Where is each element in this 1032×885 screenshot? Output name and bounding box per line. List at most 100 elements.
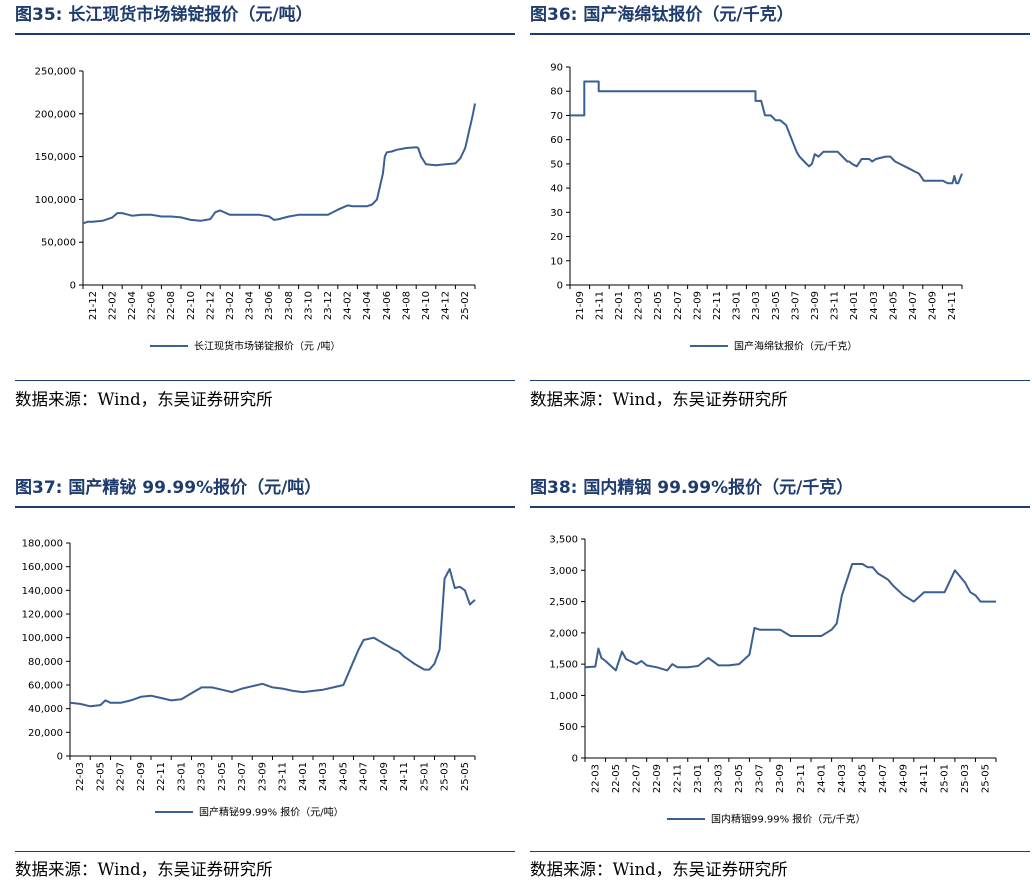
x-tick-label: 24-11 [919, 764, 930, 793]
y-tick-label: 3,000 [549, 566, 578, 577]
y-tick-label: 250,000 [35, 67, 76, 78]
legend-label: 国产海绵钛报价（元/千克） [734, 340, 857, 353]
y-tick-label: 0 [57, 752, 63, 763]
x-tick-label: 24-07 [908, 291, 919, 320]
x-tick-label: 22-03 [75, 762, 86, 791]
x-tick-label: 23-09 [257, 762, 268, 791]
x-tick-label: 24-03 [837, 764, 848, 793]
x-tick-label: 22-05 [653, 291, 664, 320]
y-tick-label: 80,000 [28, 657, 63, 668]
x-tick-label: 25-01 [419, 762, 430, 791]
x-tick-label: 24-01 [849, 291, 860, 320]
x-tick-label: 23-07 [790, 291, 801, 320]
y-tick-label: 160,000 [22, 562, 63, 573]
legend-label: 国产精铋99.99% 报价（元/吨） [199, 806, 344, 819]
y-tick-label: 180,000 [22, 539, 63, 550]
x-tick-label: 22-05 [95, 762, 106, 791]
y-tick-label: 500 [559, 722, 578, 733]
x-tick-label: 22-01 [614, 291, 625, 320]
source-divider [15, 380, 515, 381]
y-tick-label: 80 [550, 87, 563, 98]
chart-title: 图36: 国产海绵钛报价（元/千克） [530, 5, 794, 25]
x-tick-label: 24-03 [869, 291, 880, 320]
x-tick-label: 21-11 [594, 291, 605, 320]
series-line [570, 80, 963, 185]
x-tick-label: 21-12 [88, 291, 99, 320]
x-tick-label: 22-11 [156, 762, 167, 791]
chart-title: 图35: 长江现货市场锑锭报价（元/吨） [15, 5, 313, 25]
y-tick-label: 100,000 [22, 633, 63, 644]
y-tick-label: 200,000 [35, 109, 76, 120]
source-note: 数据来源：Wind，东吴证券研究所 [15, 390, 273, 409]
y-tick-label: 150,000 [35, 152, 76, 163]
y-tick-label: 0 [70, 281, 76, 292]
x-tick-label: 24-05 [338, 762, 349, 791]
y-tick-label: 70 [550, 111, 563, 122]
y-tick-label: 3,500 [549, 535, 578, 546]
line-chart-antimony: 0 50,000 100,000 150,000 200,000 250,000 21-12… [35, 67, 476, 353]
x-tick-label: 22-03 [634, 291, 645, 320]
x-tick-label: 22-07 [673, 291, 684, 320]
x-tick-label: 23-05 [771, 291, 782, 320]
x-tick-label: 22-09 [136, 762, 147, 791]
source-note: 数据来源：Wind，东吴证券研究所 [530, 390, 788, 409]
x-tick-label: 22-07 [631, 764, 642, 793]
x-tick-label: 23-04 [245, 291, 256, 320]
title-divider [530, 33, 1030, 35]
x-tick-label: 25-01 [940, 764, 951, 793]
y-tick-label: 2,500 [549, 597, 578, 608]
x-tick-label: 23-12 [323, 291, 334, 320]
x-tick-label: 23-11 [830, 291, 841, 320]
x-tick-label: 22-03 [590, 764, 601, 793]
series-line [584, 563, 996, 672]
y-tick-label: 140,000 [22, 586, 63, 597]
legend-label: 长江现货市场锑锭报价（元 /吨） [194, 340, 341, 353]
x-tick-label: 23-07 [237, 762, 248, 791]
x-tick-label: 24-07 [359, 762, 370, 791]
panel-fig37: 图37: 国产精铋 99.99%报价（元/吨） 0 20,000 40,000 60,… [15, 473, 515, 883]
y-tick-label: 2,000 [549, 628, 578, 639]
x-tick-label: 24-01 [816, 764, 827, 793]
y-tick-label: 30 [550, 208, 563, 219]
chart-title: 图37: 国产精铋 99.99%报价（元/吨） [15, 478, 322, 498]
x-tick-label: 23-05 [734, 764, 745, 793]
x-tick-label: 24-08 [401, 291, 412, 320]
source-divider [530, 380, 1030, 381]
x-tick-label: 25-05 [981, 764, 992, 793]
x-tick-label: 22-09 [692, 291, 703, 320]
x-tick-label: 23-02 [225, 291, 236, 320]
x-tick-label: 24-07 [878, 764, 889, 793]
x-tick-label: 23-10 [303, 291, 314, 320]
x-tick-label: 23-01 [732, 291, 743, 320]
x-tick-label: 22-10 [186, 291, 197, 320]
y-tick-label: 90 [550, 63, 563, 74]
source-divider [15, 851, 515, 852]
x-tick-label: 24-03 [318, 762, 329, 791]
y-tick-label: 100,000 [35, 195, 76, 206]
x-tick-label: 24-12 [441, 291, 452, 320]
x-tick-label: 24-09 [379, 762, 390, 791]
panel-fig36: 图36: 国产海绵钛报价（元/千克） 0 10 20 30 40 50 60 70 80 90 21… [530, 0, 1030, 410]
x-tick-label: 24-11 [947, 291, 958, 320]
x-tick-label: 23-01 [693, 764, 704, 793]
x-tick-label: 22-02 [107, 291, 118, 320]
y-tick-label: 0 [557, 281, 563, 292]
x-tick-label: 23-06 [264, 291, 275, 320]
y-tick-label: 40,000 [28, 704, 63, 715]
series-line [69, 568, 476, 708]
x-tick-label: 22-05 [611, 764, 622, 793]
x-tick-label: 24-05 [888, 291, 899, 320]
y-tick-label: 0 [572, 754, 578, 765]
line-chart-indium: 0 500 1,000 1,500 2,000 2,500 3,000 3,500 22-03 2… [549, 535, 997, 826]
x-tick-label: 23-09 [775, 764, 786, 793]
y-tick-label: 1,500 [549, 660, 578, 671]
x-tick-label: 23-05 [217, 762, 228, 791]
x-tick-label: 22-07 [116, 762, 127, 791]
x-tick-label: 25-03 [440, 762, 451, 791]
x-tick-label: 22-11 [712, 291, 723, 320]
x-tick-label: 23-01 [176, 762, 187, 791]
series-line [82, 103, 476, 225]
y-tick-label: 50 [550, 159, 563, 170]
x-tick-label: 23-03 [751, 291, 762, 320]
x-tick-label: 23-03 [714, 764, 725, 793]
